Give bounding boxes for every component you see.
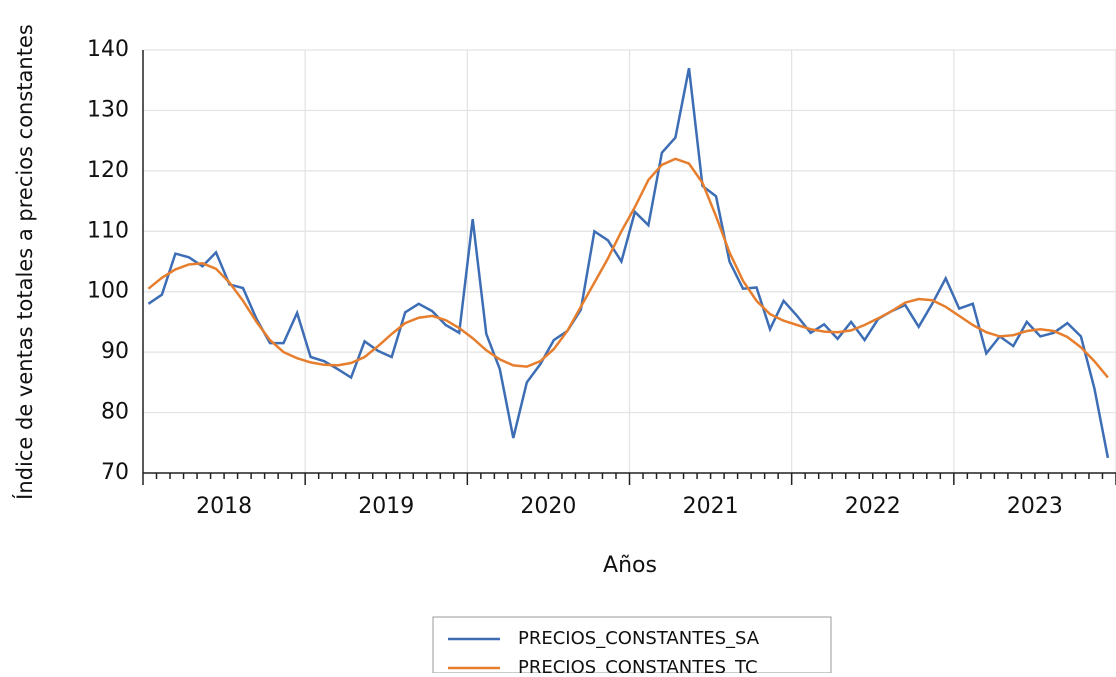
x-tick-label: 2018 bbox=[196, 494, 252, 519]
y-tick-label: 70 bbox=[101, 460, 129, 485]
x-tick-label: 2021 bbox=[683, 494, 739, 519]
y-tick-label: 120 bbox=[87, 158, 129, 183]
legend-label: PRECIOS_CONSTANTES_TC bbox=[518, 657, 758, 673]
x-axis-title: Años bbox=[603, 553, 657, 578]
y-tick-label: 100 bbox=[87, 279, 129, 304]
legend-box bbox=[432, 616, 832, 674]
series-line bbox=[147, 67, 1110, 459]
legend-label: PRECIOS_CONSTANTES_SA bbox=[518, 628, 760, 649]
y-tick-label: 80 bbox=[101, 400, 129, 425]
y-axis-title: Índice de ventas totales a precios const… bbox=[12, 24, 37, 500]
x-tick-label: 2023 bbox=[1007, 494, 1063, 519]
x-tick-label: 2022 bbox=[845, 494, 901, 519]
y-tick-label: 110 bbox=[87, 218, 129, 243]
y-tick-label: 90 bbox=[101, 339, 129, 364]
y-tick-label: 140 bbox=[87, 37, 129, 62]
x-tick-label: 2019 bbox=[358, 494, 414, 519]
series-line bbox=[147, 157, 1109, 379]
x-tick-label: 2020 bbox=[520, 494, 576, 519]
y-tick-label: 130 bbox=[87, 97, 129, 122]
